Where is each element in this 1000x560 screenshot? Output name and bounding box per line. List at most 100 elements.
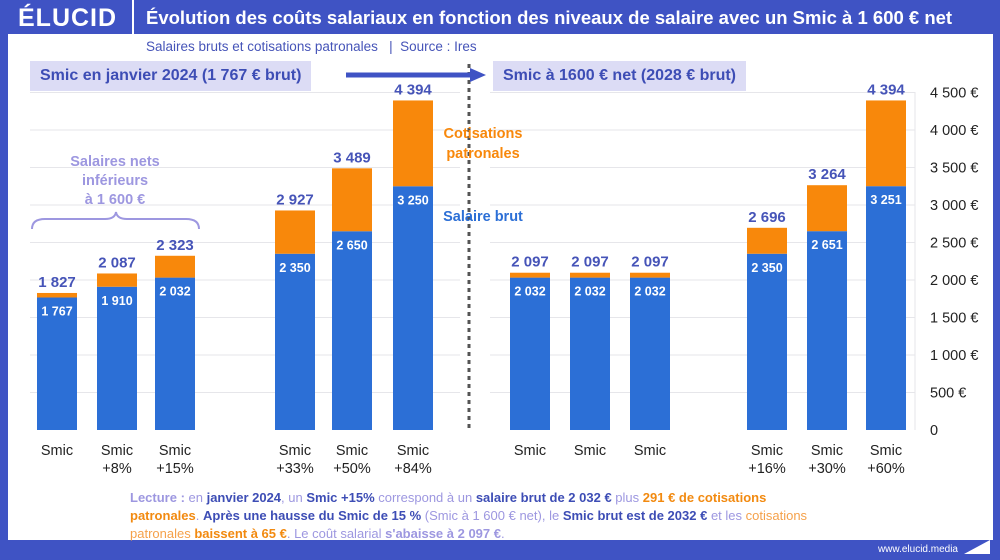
panel-title-left: Smic en janvier 2024 (1 767 € brut) xyxy=(30,61,312,91)
x-category-line: +33% xyxy=(276,461,314,477)
lecture-segment: baissent à 65 € xyxy=(194,526,287,541)
bar-brut xyxy=(155,277,195,430)
lecture-segment: . xyxy=(195,508,203,523)
lecture-segment: Lecture : xyxy=(130,490,189,505)
y-tick-label: 1 500 € xyxy=(930,311,978,327)
annotation-line: à 1 600 € xyxy=(85,192,145,208)
arrow-head-icon xyxy=(470,68,486,82)
bar-brut xyxy=(630,277,670,430)
bar-cotisations xyxy=(332,168,372,232)
bar-brut-label: 3 250 xyxy=(397,193,428,207)
x-category-line: Smic xyxy=(634,443,666,459)
x-category-label: Smic +33% xyxy=(276,443,314,477)
lecture-segment: 291 € de cotisations patronales xyxy=(130,490,767,523)
lecture-segment: Après une hausse du Smic de 15 % xyxy=(202,508,422,523)
footer-url[interactable]: www.elucid.media xyxy=(877,544,958,555)
y-tick-label: 2 000 € xyxy=(930,273,978,289)
bar-total-label: 2 323 xyxy=(156,237,194,254)
bar-brut xyxy=(37,297,77,430)
lecture-segment: . Le coût salarial xyxy=(286,526,386,541)
bar-brut-label: 2 032 xyxy=(159,285,190,299)
bar-total-label: 3 264 xyxy=(808,166,846,183)
bar-brut-label: 2 651 xyxy=(811,238,842,252)
bar-brut-label: 3 251 xyxy=(870,193,901,207)
x-category-line: Smic xyxy=(101,443,133,459)
y-tick-label: 0 xyxy=(930,423,938,439)
x-category-label: Smic +15% xyxy=(156,443,194,477)
bar-brut-label: 1 767 xyxy=(41,304,72,318)
x-category-label: Smic xyxy=(634,443,666,459)
lecture-segment: , un xyxy=(281,490,307,505)
bar-cotisations xyxy=(97,273,137,287)
x-category-label: Smic +16% xyxy=(748,443,786,477)
x-category-line: +30% xyxy=(808,461,846,477)
lecture-segment: . xyxy=(500,526,505,541)
x-category-line: +60% xyxy=(867,461,905,477)
lecture-segment: (Smic à 1 600 € net), le xyxy=(421,508,563,523)
bar-cotisations xyxy=(570,272,610,278)
bar-brut xyxy=(510,277,550,430)
bar-cotisations xyxy=(747,227,787,254)
bar-brut xyxy=(332,231,372,430)
header-divider xyxy=(132,0,134,34)
bar-brut-label: 1 910 xyxy=(101,294,132,308)
bar-brut xyxy=(97,286,137,430)
bar-total-label: 2 927 xyxy=(276,191,314,208)
lecture-segment: Smic brut est de 2032 € xyxy=(562,508,708,523)
x-category-line: Smic xyxy=(751,443,783,459)
bar-brut-label: 2 650 xyxy=(336,238,367,252)
x-category-label: Smic +84% xyxy=(394,443,432,477)
x-category-line: Smic xyxy=(514,443,546,459)
x-category-label: Smic xyxy=(514,443,546,459)
lecture-segment: Smic +15% xyxy=(306,490,375,505)
annotation-line: Salaires nets xyxy=(70,154,159,170)
logo: ÉLUCID xyxy=(18,4,118,32)
x-category-label: Smic +30% xyxy=(808,443,846,477)
lecture-segment: cotisations patronales xyxy=(130,508,808,541)
x-category-label: Smic +8% xyxy=(101,443,133,477)
bar-brut-label: 2 350 xyxy=(751,261,782,275)
lecture-segment: salaire brut de 2 032 € xyxy=(475,490,612,505)
x-category-line: Smic xyxy=(336,443,368,459)
lecture-segment: janvier 2024 xyxy=(206,490,282,505)
bar-brut xyxy=(393,186,433,430)
bar-total-label: 2 097 xyxy=(631,254,669,271)
lecture-segment: plus xyxy=(611,490,643,505)
x-category-line: +16% xyxy=(748,461,786,477)
bar-total-label: 2 087 xyxy=(98,254,136,271)
lecture-segment: et les xyxy=(707,508,746,523)
y-tick-label: 500 € xyxy=(930,386,966,402)
x-category-line: +8% xyxy=(102,461,132,477)
x-category-line: +84% xyxy=(394,461,432,477)
bar-brut xyxy=(747,253,787,430)
lecture-segment: s'abaisse à 2 097 € xyxy=(385,526,501,541)
panel-title-right: Smic à 1600 € net (2028 € brut) xyxy=(493,61,746,91)
x-category-line: +50% xyxy=(333,461,371,477)
bar-total-label: 4 394 xyxy=(867,81,905,98)
x-category-line: Smic xyxy=(870,443,902,459)
bar-brut xyxy=(807,231,847,430)
bar-total-label: 4 394 xyxy=(394,81,432,98)
bar-brut xyxy=(866,186,906,430)
bar-cotisations xyxy=(155,255,195,278)
x-category-label: Smic xyxy=(574,443,606,459)
x-category-line: Smic xyxy=(397,443,429,459)
chart-subtitle: Salaires bruts et cotisations patronales… xyxy=(146,39,477,54)
bar-cotisations xyxy=(630,272,670,278)
x-category-label: Smic xyxy=(41,443,73,459)
annotation-line: inférieurs xyxy=(82,173,148,189)
x-category-line: Smic xyxy=(279,443,311,459)
bar-cotisations xyxy=(275,210,315,254)
y-tick-label: 2 500 € xyxy=(930,236,978,252)
elucid-flag-icon xyxy=(964,540,990,554)
bar-total-label: 1 827 xyxy=(38,274,76,291)
y-tick-label: 1 000 € xyxy=(930,348,978,364)
legend-cotisations-line1: Cotisations xyxy=(444,126,523,142)
y-tick-label: 4 500 € xyxy=(930,86,978,102)
legend-brut: Salaire brut xyxy=(443,209,523,225)
bar-brut xyxy=(570,277,610,430)
bar-brut-label: 2 032 xyxy=(634,285,665,299)
x-category-line: Smic xyxy=(811,443,843,459)
bar-brut-label: 2 032 xyxy=(514,285,545,299)
